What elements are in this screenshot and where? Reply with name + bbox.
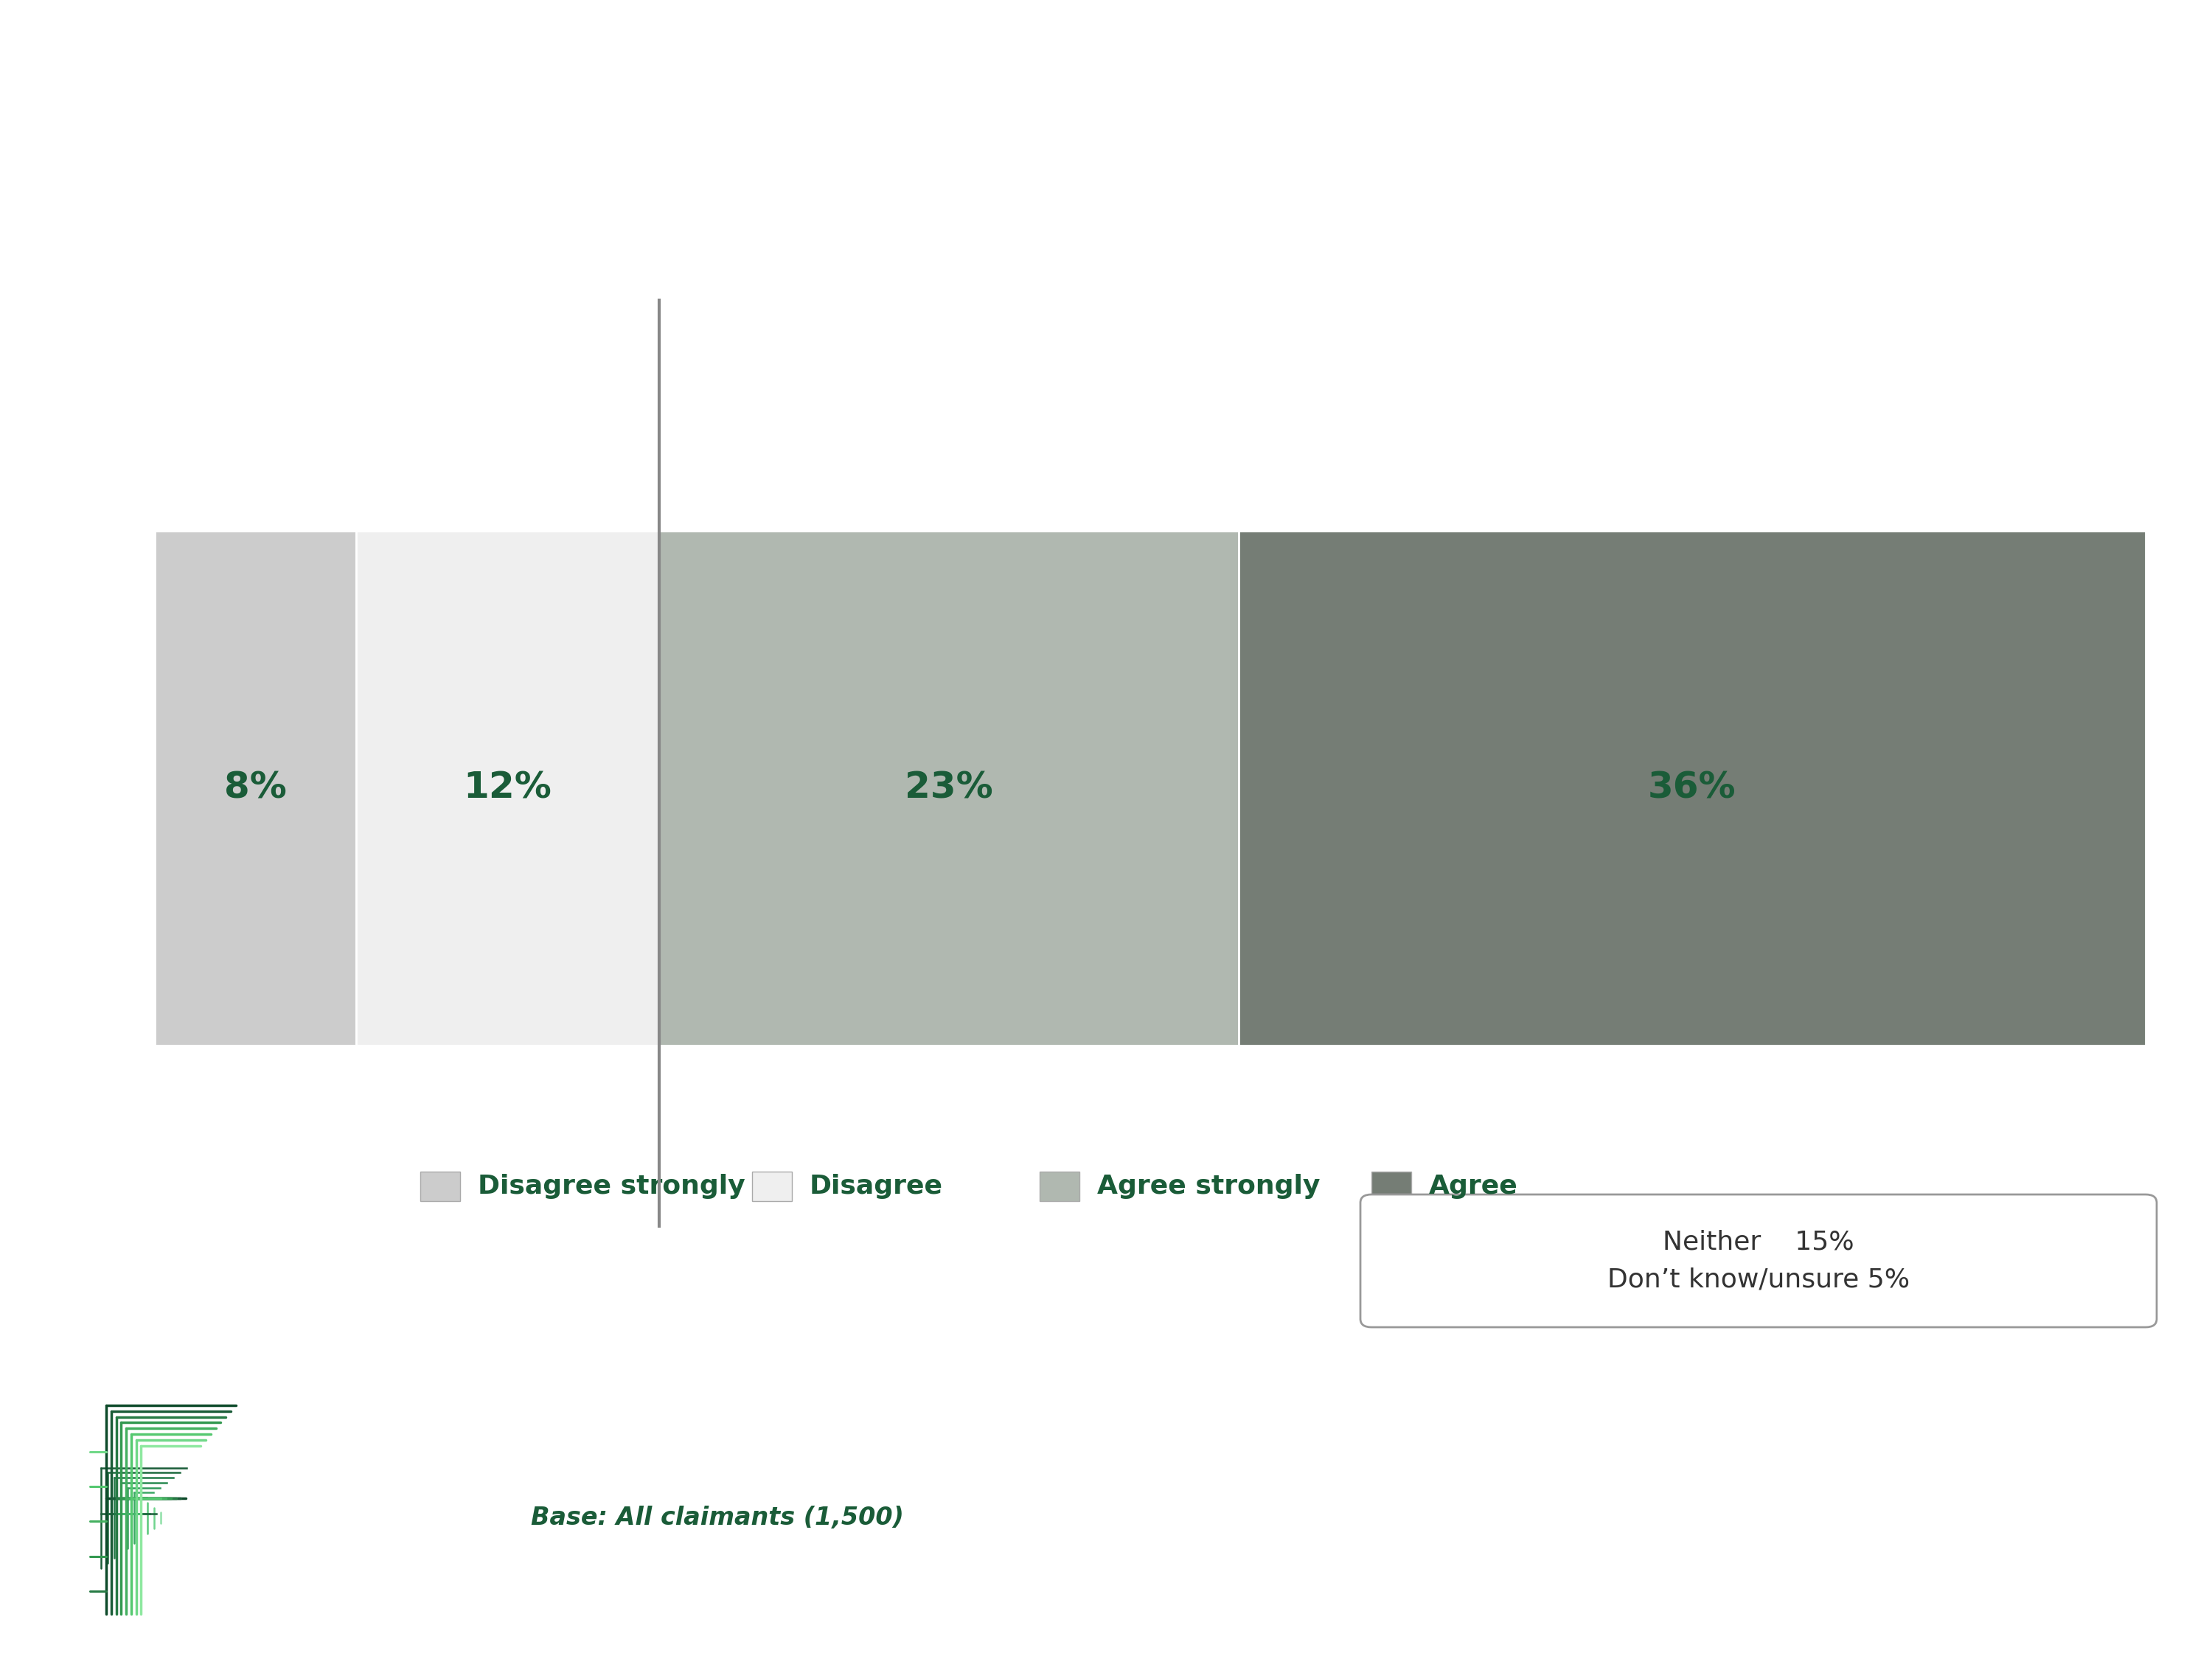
- Text: 36%: 36%: [1648, 770, 1736, 806]
- Text: Disagree strongly: Disagree strongly: [478, 1173, 745, 1199]
- Text: Disagree: Disagree: [810, 1173, 942, 1199]
- Bar: [356, 531, 659, 1045]
- Text: Don’t know/unsure 5%: Don’t know/unsure 5%: [1608, 1267, 1909, 1292]
- Bar: [659, 531, 1239, 1045]
- Text: Agree strongly: Agree strongly: [1097, 1173, 1321, 1199]
- Text: Neither    15%: Neither 15%: [1663, 1229, 1854, 1254]
- Bar: [155, 531, 356, 1045]
- Text: Base: All claimants (1,500): Base: All claimants (1,500): [531, 1506, 905, 1530]
- Bar: [1239, 531, 2146, 1045]
- Text: 8%: 8%: [223, 770, 288, 806]
- Bar: [1040, 1171, 1079, 1201]
- FancyBboxPatch shape: [1360, 1194, 2157, 1327]
- Bar: [420, 1171, 460, 1201]
- Text: 23%: 23%: [905, 770, 993, 806]
- Text: Agree: Agree: [1429, 1173, 1517, 1199]
- Text: 12%: 12%: [465, 770, 551, 806]
- Bar: [1371, 1171, 1411, 1201]
- Bar: [752, 1171, 792, 1201]
